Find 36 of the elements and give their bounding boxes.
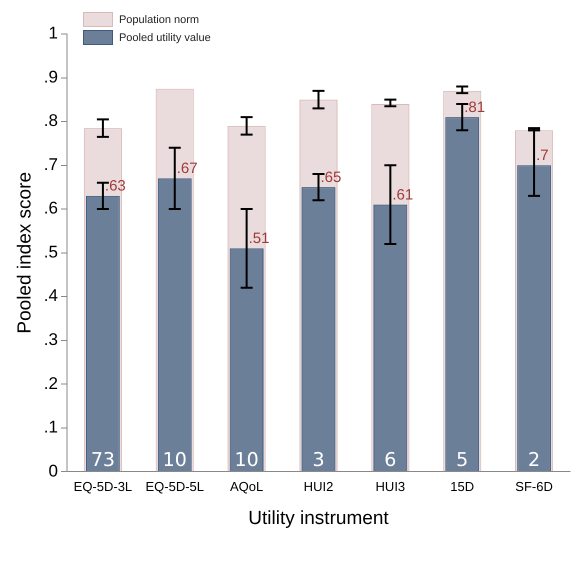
y-tick-label: .5	[44, 242, 58, 262]
annotation: 2	[528, 449, 540, 472]
x-tick-label: EQ-5D-5L	[146, 478, 204, 494]
legend-label: Population norm	[118, 14, 200, 26]
y-tick-label: 1	[48, 24, 58, 43]
data-label: .65	[320, 168, 342, 186]
x-tick-label: EQ-5D-3L	[74, 478, 132, 494]
data-label: .61	[392, 186, 414, 204]
x-tick-label: AQoL	[230, 478, 264, 494]
annotation: 10	[162, 449, 187, 472]
y-tick-label: 0	[48, 461, 58, 480]
data-label: .67	[176, 160, 198, 178]
data-label: .63	[104, 178, 126, 195]
annotation: 3	[312, 449, 325, 472]
x-tick-label: SF-6D	[515, 478, 553, 494]
annotation: 5	[456, 449, 468, 472]
y-tick-label: .6	[44, 198, 58, 218]
y-tick-label: .9	[44, 67, 58, 86]
y-axis-title: Pooled index score	[14, 172, 36, 334]
x-tick-label: HUI2	[304, 478, 334, 494]
x-axis-title: Utility instrument	[248, 508, 390, 529]
data-label: .81	[464, 98, 486, 116]
annotation: 6	[384, 449, 396, 472]
y-tick-label: .3	[44, 330, 58, 350]
x-tick-label: 15D	[450, 478, 474, 494]
y-tick-label: .1	[44, 418, 58, 437]
data-label: .7	[536, 146, 549, 164]
y-tick-label: .4	[44, 286, 58, 306]
y-tick-label: .2	[44, 374, 58, 393]
y-tick-label: .8	[44, 111, 58, 130]
x-tick-label: HUI3	[376, 478, 406, 494]
annotation: 10	[234, 449, 259, 472]
data-label: .51	[248, 230, 270, 248]
legend-label: Pooled utility value	[118, 32, 211, 44]
y-tick-label: .7	[44, 154, 58, 174]
annotation: 73	[90, 449, 115, 472]
